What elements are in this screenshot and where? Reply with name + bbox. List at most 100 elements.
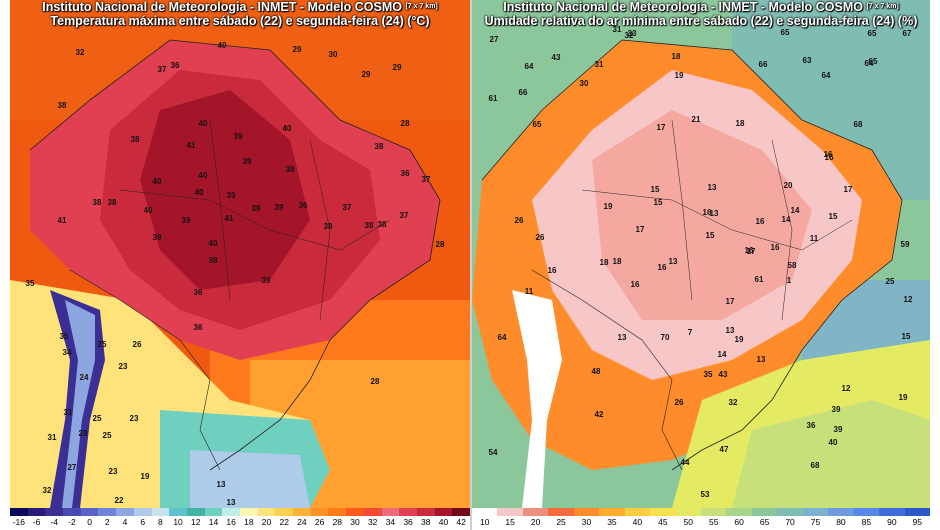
colorbar-swatch	[434, 508, 453, 516]
map-value-label: 31	[613, 25, 622, 34]
map-value-label: 19	[735, 335, 744, 344]
colorbar-swatch	[904, 508, 930, 516]
title-line1: Instituto Nacional de Meteorologia - INM…	[42, 0, 402, 14]
colorbar-swatch	[802, 508, 829, 516]
coastline	[29, 39, 441, 471]
map-value-label: 38	[131, 135, 140, 144]
colorbar-swatch	[133, 508, 153, 516]
map-value-label: 30	[329, 50, 338, 59]
map-value-label: 35	[60, 332, 69, 341]
colorbar-tick-label: 2	[104, 517, 110, 527]
colorbar-swatch	[10, 508, 29, 516]
map-value-label: 29	[362, 70, 371, 79]
map-value-label: 32	[76, 48, 85, 57]
map-value-label: 38	[93, 198, 102, 207]
map-value-label: 16	[631, 280, 640, 289]
colorbar-swatch	[573, 508, 600, 516]
map-value-label: 18	[672, 52, 681, 61]
map-value-label: 16	[771, 243, 780, 252]
map-value-label: 64	[498, 333, 507, 342]
title-resolution: [7 x 7 km]	[405, 3, 438, 10]
temperature-map-panel: 32 40 29 37 36 30 29 29 38 28 40 38 41 39 40 38 40 40 39 38…	[10, 0, 470, 530]
map-value-label: 13	[710, 209, 719, 218]
map-value-label: 17	[657, 123, 666, 132]
map-value-label: 26	[133, 340, 142, 349]
map-value-label: 34	[63, 348, 72, 357]
map-value-label: 16	[703, 208, 712, 217]
colorbar-swatch	[472, 508, 498, 516]
colorbar-tick-label: 90	[887, 517, 897, 527]
map-value-label: 26	[536, 233, 545, 242]
colorbar-tick-label: 28	[332, 517, 343, 527]
colorbar-swatch	[416, 508, 436, 516]
colorbar-tick-label: 38	[421, 517, 431, 527]
map-value-label: 37	[158, 65, 167, 74]
colorbar-tick-label: 0	[87, 517, 92, 527]
map-value-label: 48	[592, 367, 601, 376]
map-value-label: 36	[194, 288, 203, 297]
map-value-label: 47	[720, 445, 729, 454]
map-value-label: 63	[803, 56, 812, 65]
map-value-label: 38	[365, 221, 374, 230]
map-value-label: 39	[153, 233, 162, 242]
map-value-label: 54	[489, 448, 498, 457]
map-value-label: 39	[243, 157, 252, 166]
colorbar-tick-label: 42	[456, 517, 466, 527]
colorbar-tick-label: 12	[191, 517, 201, 527]
map-value-label: 13	[757, 355, 766, 364]
map-value-label: 16	[824, 150, 833, 159]
colorbar-tick-label: 75	[810, 517, 821, 527]
colorbar-swatch	[116, 508, 135, 516]
map-value-label: 14	[718, 350, 727, 359]
colorbar-tick-label: 20	[530, 517, 541, 527]
colorbar-swatch	[548, 508, 575, 516]
map-value-label: 40	[283, 124, 292, 133]
map-value-label: 19	[141, 472, 150, 481]
map-value-label: 38	[286, 165, 295, 174]
colorbar-tick-label: 16	[226, 517, 236, 527]
colorbar-swatch	[726, 508, 753, 516]
humidity-map-title: Instituto Nacional de Meteorologia - INM…	[472, 0, 930, 28]
map-value-label: 24	[80, 373, 89, 382]
humidity-colorbar: 10 15 20 25 30 35 40 45 50 55 60 65 70 75 80 85 90 95	[472, 508, 930, 530]
map-value-label: 65	[781, 28, 790, 37]
map-value-label: 65	[533, 120, 542, 129]
map-value-label: 64	[865, 59, 874, 68]
colorbar-swatch	[328, 508, 347, 516]
colorbar-tick-label: 85	[861, 517, 872, 527]
map-value-label: 16	[745, 246, 754, 255]
colorbar-tick-label: 22	[279, 517, 289, 527]
colorbar-swatch	[98, 508, 117, 516]
colorbar-swatch	[701, 508, 727, 516]
map-value-label: 12	[842, 384, 851, 393]
map-value-label: 17	[844, 185, 853, 194]
map-value-label: 31	[595, 60, 604, 69]
andes-desert-strip	[512, 290, 562, 508]
map-value-label: 28	[371, 377, 380, 386]
colorbar-swatch	[257, 508, 276, 516]
map-value-label: 11	[525, 287, 534, 296]
map-value-label: 36	[299, 201, 308, 210]
title-line1: Instituto Nacional de Meteorologia - INM…	[503, 0, 863, 14]
map-value-label: 16	[658, 263, 667, 272]
map-value-label: 39	[227, 191, 236, 200]
map-value-label: 39	[234, 132, 243, 141]
map-value-label: 25	[886, 277, 895, 286]
colorbar-swatch	[240, 508, 259, 516]
colorbar-swatch	[363, 508, 383, 516]
map-value-label: 38	[378, 220, 387, 229]
colorbar-tick-label: 10	[173, 517, 183, 527]
colorbar-swatch	[522, 508, 549, 516]
map-value-label: 19	[899, 393, 908, 402]
map-value-label: 15	[654, 198, 663, 207]
colorbar-tick-label: 40	[438, 517, 449, 527]
colorbar-tick-label: 40	[632, 517, 643, 527]
colorbar-tick-label: -4	[50, 517, 58, 527]
map-value-label: 23	[109, 467, 118, 476]
map-value-label: 61	[489, 94, 498, 103]
map-value-label: 32	[729, 398, 738, 407]
map-value-label: 31	[64, 408, 73, 417]
map-value-label: 61	[755, 275, 764, 284]
map-value-label: 39	[275, 203, 284, 212]
colorbar-tick-label: 14	[208, 517, 219, 527]
